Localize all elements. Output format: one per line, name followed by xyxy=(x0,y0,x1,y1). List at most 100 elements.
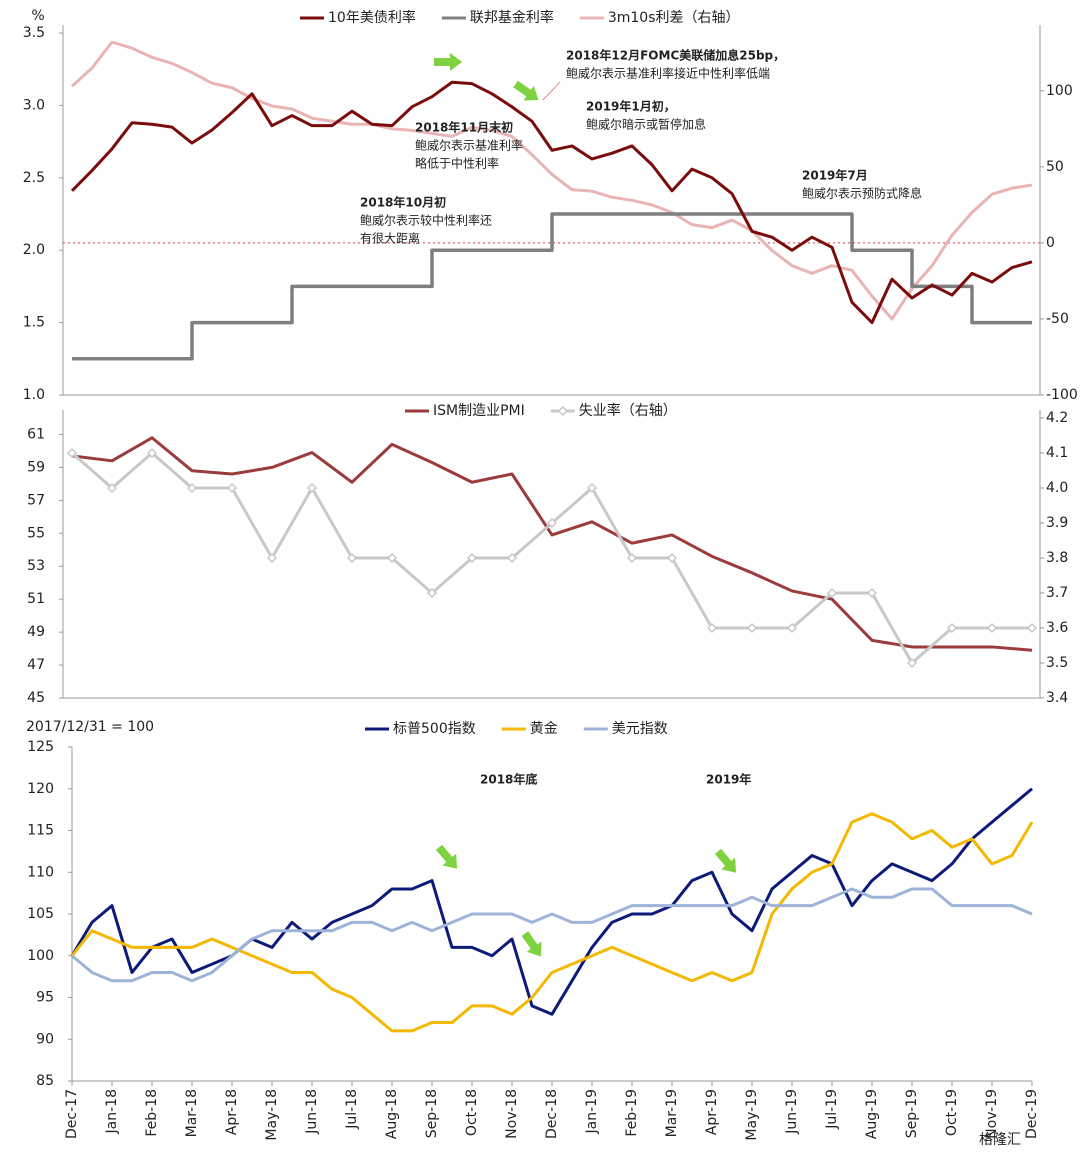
annotation: 2019年 xyxy=(706,772,751,787)
point-marker xyxy=(746,622,758,634)
y-tick-label: 55 xyxy=(27,525,45,541)
y2-tick-label: -50 xyxy=(1046,311,1069,327)
series-line xyxy=(71,436,1033,652)
point-marker xyxy=(226,482,238,494)
arrow xyxy=(714,848,736,873)
subtitle: 2017/12/31 = 100 xyxy=(26,719,154,735)
legend-label: 联邦基金利率 xyxy=(470,9,554,26)
y2-tick-label: 4.1 xyxy=(1046,445,1068,461)
y2-tick-label: 3.9 xyxy=(1046,515,1068,531)
x-tick-label: Jun-18 xyxy=(304,1089,320,1135)
point-marker xyxy=(146,447,158,459)
legend-label: 失业率（右轴） xyxy=(579,402,677,419)
x-tick-label: Apr-18 xyxy=(224,1089,240,1135)
series-line xyxy=(70,80,1033,325)
series-line xyxy=(70,40,1033,321)
x-tick-label: May-19 xyxy=(744,1089,760,1141)
point-marker xyxy=(586,482,598,494)
point-marker xyxy=(186,482,198,494)
legend-label: 标普500指数 xyxy=(393,721,476,737)
x-tick-label: May-18 xyxy=(264,1089,280,1141)
y-axis-label: % xyxy=(31,8,44,24)
y2-tick-label: 3.4 xyxy=(1046,690,1068,706)
annotation: 鲍威尔暗示或暂停加息 xyxy=(586,117,706,132)
x-tick-label: Mar-18 xyxy=(184,1089,200,1137)
y-tick-label: 3.5 xyxy=(23,25,45,41)
annotation: 鲍威尔表示预防式降息 xyxy=(802,186,922,201)
point-marker xyxy=(426,587,438,599)
point-marker xyxy=(906,657,918,669)
annotation: 2018年11月末初 xyxy=(415,120,513,135)
point-marker xyxy=(666,552,678,564)
x-tick-label: Oct-18 xyxy=(464,1089,480,1136)
x-tick-label: Jan-18 xyxy=(104,1089,120,1134)
annotation: 有很大距离 xyxy=(360,231,420,246)
x-tick-label: Aug-19 xyxy=(864,1089,880,1139)
arrow xyxy=(513,80,539,101)
y2-tick-label: 3.5 xyxy=(1046,655,1068,671)
y-tick-label: 47 xyxy=(27,657,45,673)
arrow xyxy=(435,844,457,869)
y-tick-label: 95 xyxy=(36,990,54,1006)
y-tick-label: 49 xyxy=(27,624,45,640)
point-marker xyxy=(626,552,638,564)
y-tick-label: 1.0 xyxy=(23,387,45,403)
annotation: 2018年底 xyxy=(480,772,537,787)
point-marker xyxy=(466,552,478,564)
series-line xyxy=(71,887,1033,983)
point-marker xyxy=(266,552,278,564)
x-tick-label: Dec-17 xyxy=(64,1089,80,1139)
x-tick-label: Feb-19 xyxy=(624,1089,640,1137)
y-tick-label: 115 xyxy=(27,823,54,839)
point-marker xyxy=(866,587,878,599)
annotation: 2018年12月FOMC美联储加息25bp， xyxy=(566,48,785,63)
y-tick-label: 59 xyxy=(27,459,45,475)
y-tick-label: 3.0 xyxy=(23,97,45,113)
annotation: 鲍威尔表示基准利率接近中性利率低端 xyxy=(566,66,770,81)
x-tick-label: Sep-18 xyxy=(424,1089,440,1138)
point-marker xyxy=(66,447,78,459)
y-tick-label: 85 xyxy=(36,1073,54,1089)
y-tick-label: 100 xyxy=(27,948,54,964)
y-tick-label: 90 xyxy=(36,1031,54,1047)
point-marker xyxy=(346,552,358,564)
annotation: 略低于中性利率 xyxy=(415,156,499,171)
legend-label: ISM制造业PMI xyxy=(433,403,525,419)
y-tick-label: 57 xyxy=(27,492,45,508)
annotation: 鲍威尔表示较中性利率还 xyxy=(360,213,492,228)
annotation-pointer xyxy=(542,81,561,101)
legend-label: 3m10s利差（右轴） xyxy=(608,10,740,26)
y2-tick-label: 3.7 xyxy=(1046,585,1068,601)
x-tick-label: Oct-19 xyxy=(944,1089,960,1136)
y2-tick-label: 3.8 xyxy=(1046,550,1068,566)
arrow xyxy=(434,53,462,71)
point-marker xyxy=(826,587,838,599)
y2-tick-label: 3.6 xyxy=(1046,620,1068,636)
legend-label: 黄金 xyxy=(530,720,558,737)
y-tick-label: 51 xyxy=(27,591,45,607)
x-tick-label: Jul-18 xyxy=(344,1089,360,1130)
point-marker xyxy=(546,517,558,529)
y-tick-label: 2.0 xyxy=(23,242,45,258)
x-tick-label: Apr-19 xyxy=(704,1089,720,1135)
arrow xyxy=(521,931,542,957)
point-marker xyxy=(946,622,958,634)
y2-tick-label: 0 xyxy=(1046,235,1055,251)
point-marker xyxy=(986,622,998,634)
y-tick-label: 2.5 xyxy=(23,170,45,186)
x-tick-label: Nov-18 xyxy=(504,1089,520,1139)
x-tick-label: Jul-19 xyxy=(824,1089,840,1130)
watermark: 格隆汇 xyxy=(979,1132,1021,1148)
x-tick-label: Jun-19 xyxy=(784,1089,800,1135)
annotation: 2019年1月初， xyxy=(586,99,676,114)
y2-tick-label: 4.0 xyxy=(1046,480,1068,496)
y2-tick-label: -100 xyxy=(1046,387,1078,403)
y-tick-label: 61 xyxy=(27,426,45,442)
y2-tick-label: 4.2 xyxy=(1046,410,1068,426)
point-marker xyxy=(706,622,718,634)
x-tick-label: Mar-19 xyxy=(664,1089,680,1137)
point-marker xyxy=(306,482,318,494)
x-tick-label: Feb-18 xyxy=(144,1089,160,1137)
y-tick-label: 45 xyxy=(27,690,45,706)
